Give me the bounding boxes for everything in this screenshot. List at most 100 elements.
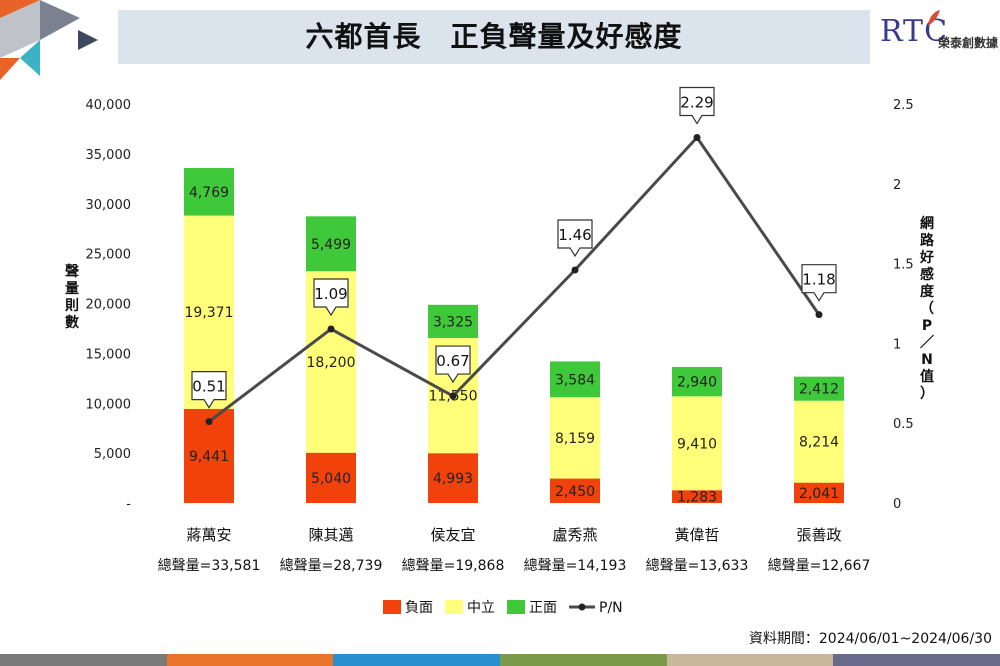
y2-axis-label-char: ／ xyxy=(920,335,934,351)
data-label: 2,940 xyxy=(677,375,717,391)
y2-tick-label: 0.5 xyxy=(893,417,914,432)
category-label: 黃偉哲 xyxy=(674,526,719,544)
y2-axis-label-char: 值 xyxy=(920,368,934,385)
y-tick-label: 5,000 xyxy=(94,447,131,462)
data-label: 18,200 xyxy=(307,355,356,371)
date-range: 資料期間：2024/06/01~2024/06/30 xyxy=(748,631,992,647)
legend-swatch xyxy=(445,600,463,614)
total-label: 總聲量=13,633 xyxy=(646,557,749,574)
y2-axis-label-char: ） xyxy=(920,386,934,402)
footer-stripe-segment xyxy=(0,654,167,666)
bar-segment xyxy=(550,478,600,503)
bar-segment xyxy=(794,400,844,483)
data-label: 2,412 xyxy=(799,382,839,398)
pn-line xyxy=(208,135,821,423)
pn-value-label: 2.29 xyxy=(680,94,713,112)
y2-axis-label-char: 網 xyxy=(920,215,934,232)
y-axis-label-char: 量 xyxy=(65,281,79,297)
pn-point xyxy=(327,325,335,333)
data-label: 2,450 xyxy=(555,484,595,500)
data-label: 4,769 xyxy=(189,185,229,201)
bar-segment xyxy=(306,216,356,272)
category-label: 蔣萬安 xyxy=(186,526,231,544)
category-label: 侯友宜 xyxy=(430,526,475,544)
bar-segment xyxy=(672,367,722,397)
footer-stripe-segment xyxy=(666,654,834,666)
bar-segment xyxy=(184,168,234,216)
total-label: 總聲量=33,581 xyxy=(158,557,261,574)
data-label: 8,214 xyxy=(799,435,839,451)
footer-stripe xyxy=(0,654,1000,666)
y2-tick-label: 0 xyxy=(893,497,901,512)
y-tick-label: 25,000 xyxy=(86,248,132,263)
brand-logo: RTC xyxy=(880,14,948,49)
pn-point xyxy=(693,134,701,142)
bar-segment xyxy=(306,452,356,503)
bar-segment xyxy=(672,396,722,491)
y-tick-label: 35,000 xyxy=(86,148,132,163)
legend-label: 中立 xyxy=(467,600,495,616)
leaf-icon xyxy=(928,10,940,26)
y2-axis-label-char: 好 xyxy=(919,249,934,266)
y-tick-label: 10,000 xyxy=(86,397,132,412)
total-label: 總聲量=19,868 xyxy=(402,557,505,574)
pn-value-label: 0.67 xyxy=(436,352,469,370)
data-label: 5,040 xyxy=(311,471,351,487)
data-label: 5,499 xyxy=(311,237,351,253)
pn-point xyxy=(449,392,457,400)
data-label: 19,371 xyxy=(185,305,234,321)
y2-tick-label: 2.5 xyxy=(893,98,914,113)
footer-stripe-segment xyxy=(333,654,501,666)
pn-callout-box xyxy=(313,278,349,317)
pn-value-label: 1.18 xyxy=(802,271,835,289)
total-label: 總聲量=14,193 xyxy=(524,557,627,574)
y-tick-label: - xyxy=(126,497,131,512)
y2-axis-label-char: N xyxy=(921,352,933,368)
y2-axis-label-char: 感 xyxy=(920,266,934,283)
y2-tick-label: 2 xyxy=(893,178,901,193)
y2-tick-label: 1 xyxy=(893,337,901,352)
y2-axis-label-char: （ xyxy=(920,301,934,317)
category-label: 盧秀燕 xyxy=(552,526,597,544)
bar-segment xyxy=(794,376,844,401)
pn-callout-box xyxy=(191,371,227,409)
y-axis-label-char: 則 xyxy=(65,298,79,314)
pn-point xyxy=(571,266,579,274)
pn-callout-box xyxy=(435,345,471,384)
pn-callout-box xyxy=(679,86,715,125)
data-label: 3,584 xyxy=(555,372,595,388)
bar-segment xyxy=(550,397,600,479)
corner-decoration xyxy=(0,0,98,80)
y2-tick-label: 1.5 xyxy=(893,258,914,273)
chart-title: 六都首長 正負聲量及好感度 xyxy=(305,20,683,53)
total-label: 總聲量=12,667 xyxy=(768,557,871,574)
y-tick-label: 30,000 xyxy=(86,198,132,213)
pn-value-label: 0.51 xyxy=(192,378,225,396)
legend-line-marker xyxy=(578,603,586,611)
bar-segment xyxy=(550,361,600,398)
logo-text: RTC xyxy=(880,14,949,49)
category-label: 張善政 xyxy=(796,526,841,544)
y2-axis-label-char: 路 xyxy=(920,232,935,249)
bar-segment xyxy=(794,482,844,503)
title-banner: 六都首長 正負聲量及好感度 xyxy=(118,10,870,64)
y-axis-label-char: 聲 xyxy=(65,263,79,280)
data-label: 2,041 xyxy=(799,486,839,502)
y2-axis-label-char: P xyxy=(922,318,932,334)
pn-callout-box xyxy=(801,264,837,302)
y-tick-label: 15,000 xyxy=(86,347,132,362)
pn-value-label: 1.09 xyxy=(314,285,347,303)
y-tick-label: 20,000 xyxy=(86,298,132,313)
data-label: 4,993 xyxy=(433,471,473,487)
legend-label: 負面 xyxy=(405,600,433,616)
footer-stripe-segment xyxy=(166,654,334,666)
data-label: 9,441 xyxy=(189,449,229,465)
data-label: 9,410 xyxy=(677,436,717,452)
pn-value-label: 1.46 xyxy=(558,226,591,244)
brand-name: 榮泰創數據 xyxy=(938,36,999,50)
pn-callout-box xyxy=(557,219,593,258)
y2-axis-label-char: 度 xyxy=(920,283,935,300)
y-axis-label-char: 數 xyxy=(65,314,79,331)
pn-point xyxy=(815,311,823,319)
legend-swatch xyxy=(383,600,401,614)
